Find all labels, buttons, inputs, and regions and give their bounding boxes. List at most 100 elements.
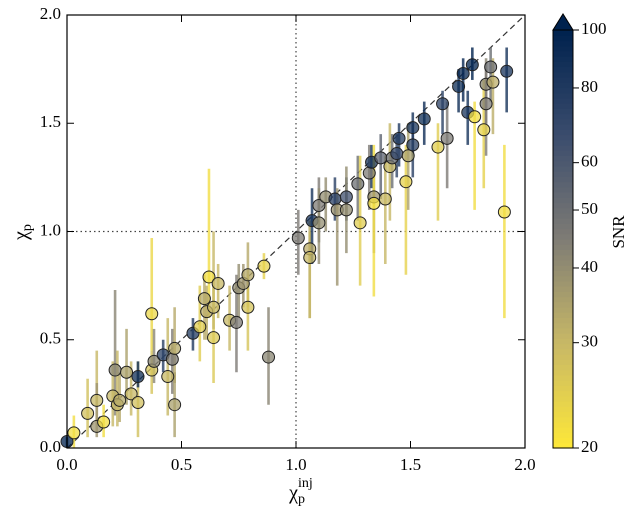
colorbar-slice: [553, 317, 573, 324]
point: [431, 140, 445, 154]
point: [257, 259, 271, 273]
colorbar-frame: [552, 29, 574, 449]
colorbar-slice: [553, 218, 573, 224]
colorbar-slice: [553, 395, 573, 402]
point: [468, 110, 482, 124]
point: [229, 315, 243, 329]
colorbar-slice: [553, 82, 573, 89]
colorbar-slice: [553, 40, 573, 47]
point: [465, 58, 479, 72]
point: [147, 354, 161, 368]
colorbar-slice: [553, 239, 573, 245]
x-label-superscript: inj: [298, 476, 313, 491]
colorbar-slice: [553, 359, 573, 365]
colorbar-slice: [553, 150, 573, 156]
point: [312, 216, 326, 230]
colorbar-slice: [553, 280, 573, 287]
y-tick-label: 0.0: [40, 437, 61, 456]
colorbar-slice: [553, 108, 573, 115]
colorbar-slice: [553, 254, 573, 261]
colorbar-slice: [553, 296, 573, 303]
point: [339, 190, 353, 204]
colorbar-slice: [553, 259, 573, 266]
point: [406, 138, 420, 152]
colorbar-slice: [553, 270, 573, 277]
point: [484, 60, 498, 74]
point: [312, 199, 326, 213]
colorbar-slice: [553, 333, 573, 339]
colorbar-slice: [553, 348, 573, 355]
colorbar-slice: [553, 249, 573, 256]
colorbar-slice: [553, 416, 573, 423]
point: [131, 370, 145, 384]
y-tick-label: 2.0: [40, 4, 61, 23]
colorbar-slice: [553, 223, 573, 230]
point: [211, 276, 225, 290]
colorbar-slice: [553, 437, 573, 444]
point: [339, 203, 353, 217]
colorbar-tick-label: 20: [581, 437, 598, 456]
y-axis-label: χp: [10, 224, 36, 241]
colorbar-slice: [553, 442, 573, 449]
point: [202, 270, 216, 284]
point: [477, 123, 491, 137]
x-label-symbol: χ: [288, 482, 298, 504]
colorbar-tick-label: 50: [581, 199, 598, 218]
x-tick-label: 0.5: [171, 455, 192, 474]
colorbar-slice: [553, 191, 573, 198]
point: [374, 151, 388, 165]
colorbar-slice: [553, 129, 573, 136]
x-tick-label: 1.5: [400, 455, 421, 474]
colorbar-slice: [553, 186, 573, 193]
colorbar-slice: [553, 390, 573, 397]
point: [161, 370, 175, 384]
colorbar-slice: [553, 97, 573, 104]
colorbar-slice: [553, 364, 573, 371]
colorbar-slice: [553, 343, 573, 350]
colorbar-slice: [553, 312, 573, 318]
point: [81, 406, 95, 420]
point: [417, 112, 431, 126]
point: [97, 415, 111, 429]
point: [241, 268, 255, 282]
colorbar-slice: [553, 207, 573, 214]
colorbar-slice: [553, 306, 573, 313]
point: [378, 192, 392, 206]
colorbar-slice: [553, 56, 573, 62]
point: [440, 131, 454, 145]
y-label-subscript: p: [20, 224, 35, 231]
x-tick-label: 1.0: [285, 455, 306, 474]
colorbar-tick-label: 30: [581, 332, 598, 351]
y-tick-label: 0.5: [40, 329, 61, 348]
x-axis-label: χpinj: [288, 476, 313, 507]
colorbar-slice: [553, 202, 573, 209]
colorbar-slice: [553, 118, 573, 125]
colorbar-slice: [553, 265, 573, 271]
point: [436, 97, 450, 111]
colorbar-tick-label: 60: [581, 152, 598, 171]
point: [392, 131, 406, 145]
point: [120, 365, 134, 379]
point: [145, 307, 159, 321]
colorbar-slice: [553, 374, 573, 381]
point: [165, 352, 179, 366]
point: [108, 363, 122, 377]
colorbar-slice: [553, 160, 573, 167]
point: [90, 393, 104, 407]
point: [399, 175, 413, 189]
colorbar-slice: [553, 197, 573, 204]
point: [486, 75, 500, 89]
colorbar-slice: [553, 322, 573, 329]
colorbar-slice: [553, 92, 573, 99]
colorbar-slice: [553, 380, 573, 386]
colorbar-slice: [553, 35, 573, 42]
point: [207, 300, 221, 314]
point: [168, 398, 182, 412]
colorbar-slice: [553, 71, 573, 78]
colorbar-slice: [553, 400, 573, 407]
colorbar-slice: [553, 61, 573, 68]
point: [456, 66, 470, 80]
colorbar-slice: [553, 45, 573, 52]
point: [168, 341, 182, 355]
point: [131, 396, 145, 410]
